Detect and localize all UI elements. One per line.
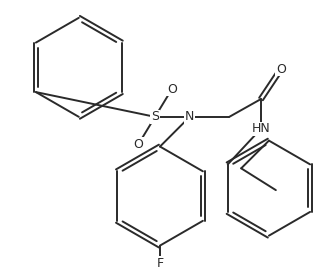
Text: O: O [133, 138, 143, 151]
Text: O: O [167, 83, 177, 96]
Text: S: S [151, 110, 159, 123]
Text: HN: HN [252, 122, 270, 135]
Text: O: O [276, 63, 286, 76]
Text: F: F [156, 257, 163, 270]
Text: N: N [185, 110, 194, 123]
